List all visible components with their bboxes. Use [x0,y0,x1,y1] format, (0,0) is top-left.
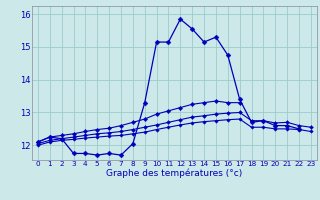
X-axis label: Graphe des températures (°c): Graphe des températures (°c) [106,169,243,178]
